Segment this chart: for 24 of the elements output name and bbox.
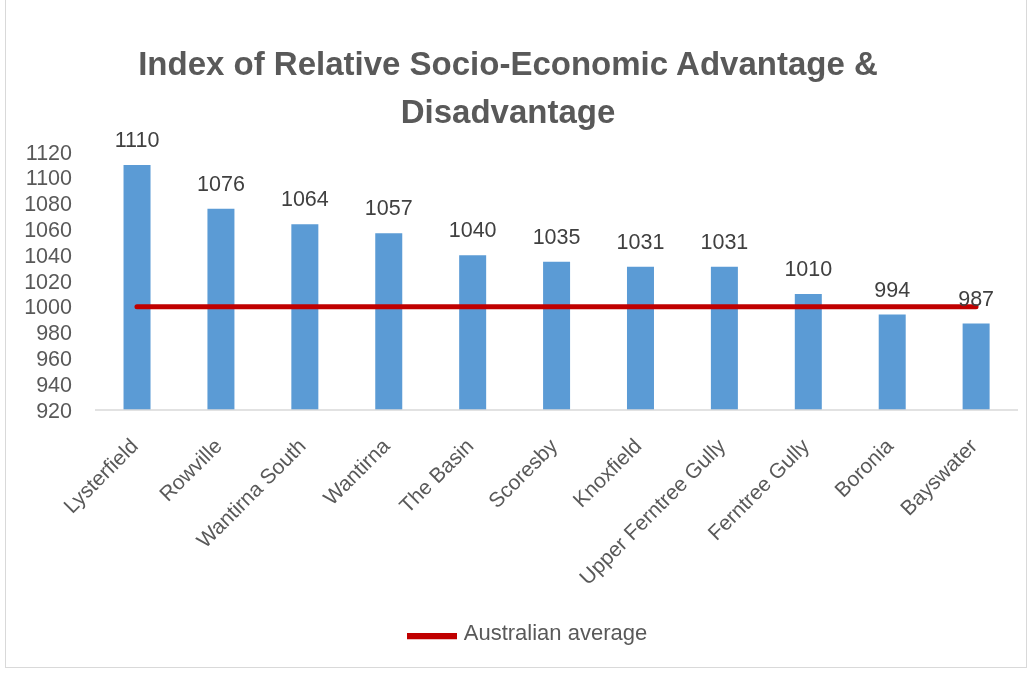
y-tick-label: 920 (36, 398, 73, 423)
y-tick-label: 1060 (24, 218, 73, 243)
y-tick-label: 1040 (24, 243, 73, 268)
data-label: 994 (874, 277, 911, 302)
chart-title: Index of Relative Socio-Economic Advantage & Disadvantage (137, 44, 879, 130)
y-tick-label: 1100 (25, 166, 73, 191)
y-tick-label: 940 (36, 372, 73, 397)
data-label: 1040 (448, 218, 497, 243)
y-tick-label: 1120 (25, 140, 73, 165)
data-label: 1031 (616, 229, 665, 254)
y-tick-label: 980 (36, 321, 73, 346)
data-label: 987 (958, 286, 995, 311)
data-label: 1064 (280, 187, 329, 212)
y-tick-label: 1080 (24, 192, 73, 217)
data-label: 1010 (784, 256, 833, 281)
data-label: 1031 (700, 229, 749, 254)
y-tick-label: 960 (36, 347, 73, 372)
y-tick-label: 1020 (24, 269, 73, 294)
data-label: 1076 (197, 171, 245, 196)
y-tick-label: 1000 (24, 295, 73, 320)
data-label: 1057 (364, 196, 413, 221)
legend-label: Australian average (463, 620, 648, 646)
data-label: 1035 (532, 224, 581, 249)
data-label: 1110 (114, 127, 160, 152)
